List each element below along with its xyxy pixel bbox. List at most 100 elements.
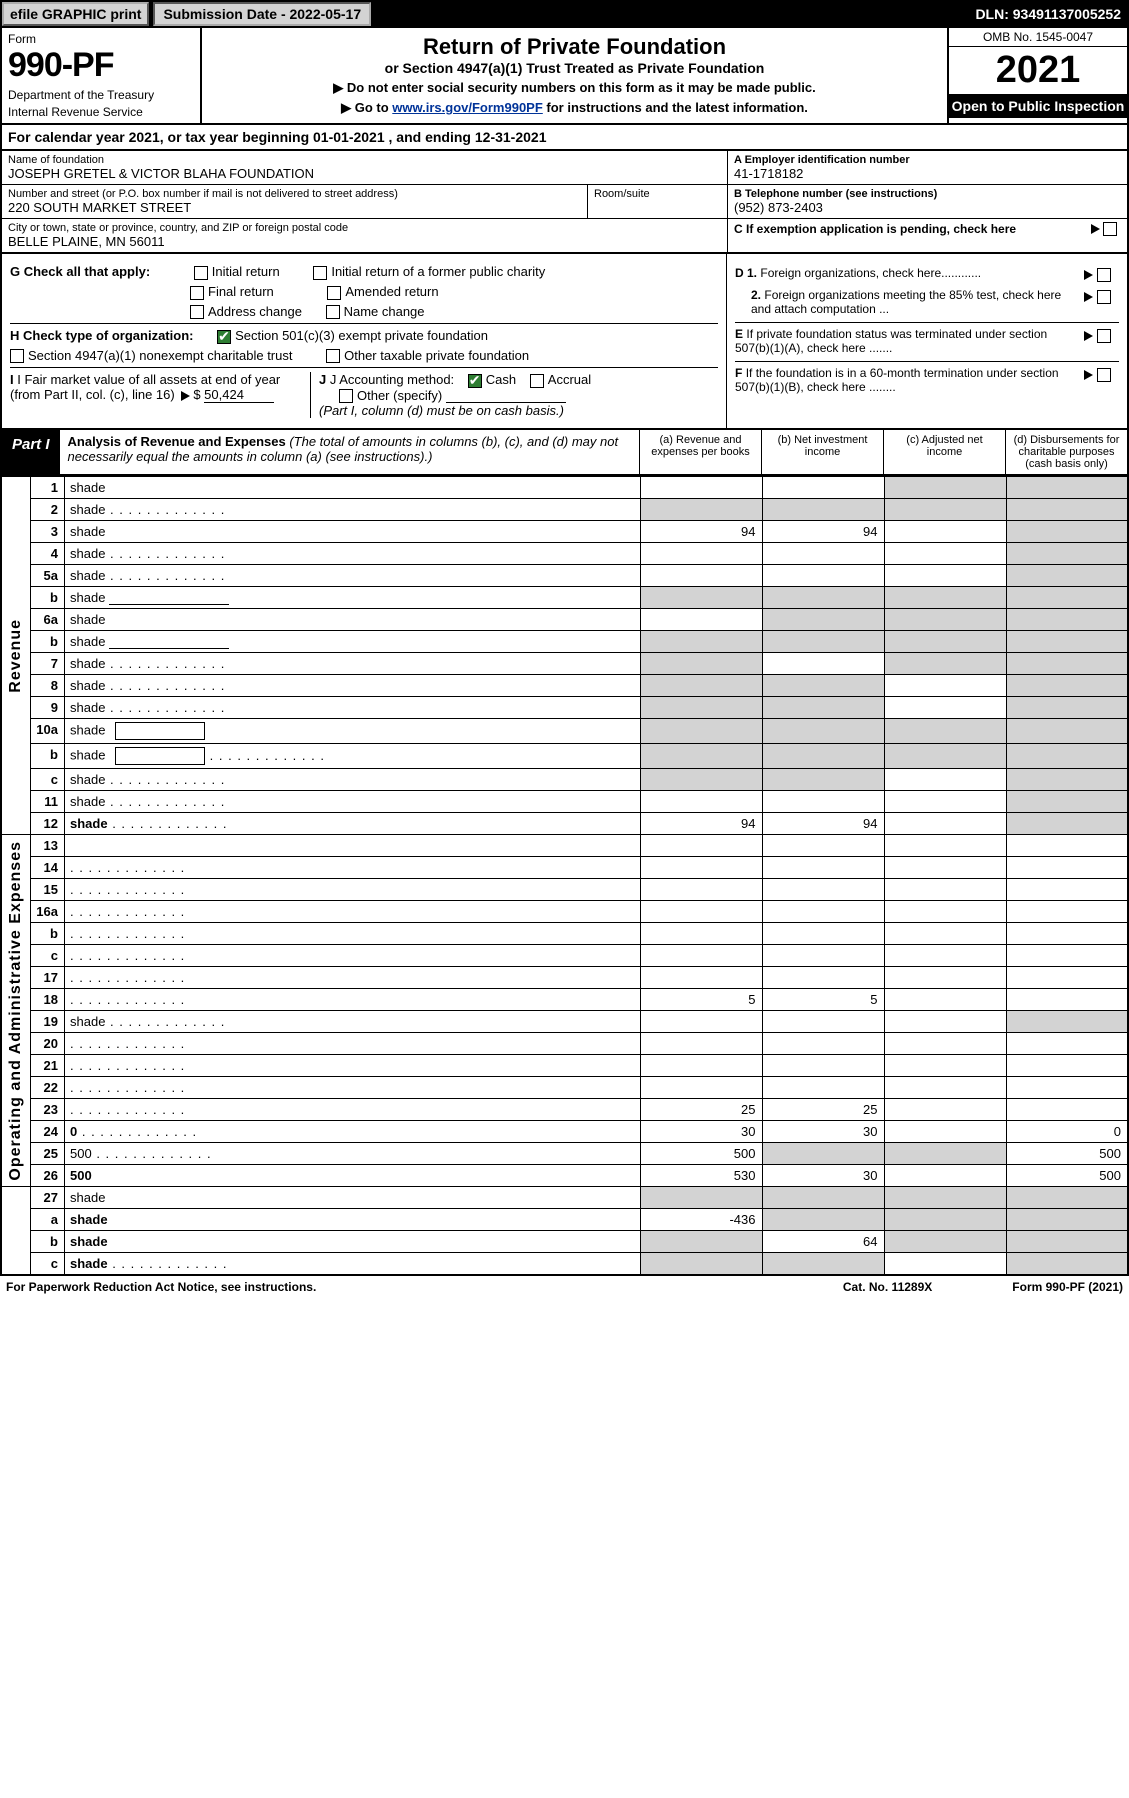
entity-info-block: Name of foundation JOSEPH GRETEL & VICTO… [0,151,1129,254]
irs-link[interactable]: www.irs.gov/Form990PF [392,100,543,115]
amt-cell [640,967,762,989]
amt-cell [884,769,1006,791]
d2-checkbox[interactable] [1097,290,1111,304]
amt-cell [640,543,762,565]
amt-cell [884,813,1006,835]
amt-cell [1006,565,1128,587]
amt-cell [884,923,1006,945]
form-word: Form [8,32,194,46]
table-row: bshade [1,587,1128,609]
arrow-icon [1084,292,1093,302]
amt-cell [884,1055,1006,1077]
table-row: 22 [1,1077,1128,1099]
amt-cell [1006,967,1128,989]
g-amended-checkbox[interactable] [327,286,341,300]
line-num: 25 [31,1143,65,1165]
amt-cell: 500 [640,1143,762,1165]
amt-cell [884,631,1006,653]
line-desc: 500 [65,1143,641,1165]
line-desc: shade [65,1231,641,1253]
form-title: Return of Private Foundation [208,34,941,60]
j-label: J Accounting method: [330,372,454,387]
j-cash: Cash [486,372,516,387]
line-desc: shade [65,1011,641,1033]
amt-cell [884,543,1006,565]
amt-cell: 30 [640,1121,762,1143]
dln-label: DLN: 93491137005252 [975,6,1127,22]
line-desc [65,923,641,945]
ein-val: 41-1718182 [734,166,1121,181]
e-row: E If private foundation status was termi… [735,322,1119,355]
line-num: 13 [31,835,65,857]
j-other-checkbox[interactable] [339,389,353,403]
amt-cell [884,857,1006,879]
checks-left: G Check all that apply: Initial return I… [2,254,727,428]
side-label: Revenue [1,477,31,835]
line-num: 15 [31,879,65,901]
amt-cell [1006,1099,1128,1121]
d2-row: 2. Foreign organizations meeting the 85%… [735,288,1119,316]
f-row: F If the foundation is in a 60-month ter… [735,361,1119,394]
line-num: 1 [31,477,65,499]
line-num: c [31,1253,65,1276]
j-accrual-checkbox[interactable] [530,374,544,388]
line-num: 3 [31,521,65,543]
g-initial-checkbox[interactable] [194,266,208,280]
amt-cell [640,653,762,675]
amt-cell [762,543,884,565]
g-initial-former-checkbox[interactable] [313,266,327,280]
amt-cell [762,675,884,697]
table-row: 25500500500 [1,1143,1128,1165]
amt-cell [762,879,884,901]
amt-cell [640,879,762,901]
amt-cell [1006,1253,1128,1276]
amt-cell [1006,653,1128,675]
line-desc [65,945,641,967]
line-desc [65,857,641,879]
h-other-checkbox[interactable] [326,349,340,363]
page-footer: For Paperwork Reduction Act Notice, see … [0,1276,1129,1298]
amt-cell: 25 [762,1099,884,1121]
j-cash-checkbox[interactable] [468,374,482,388]
g-address-checkbox[interactable] [190,305,204,319]
g-opt-0: Initial return [212,264,280,279]
amt-cell [884,744,1006,769]
efile-print-button[interactable]: efile GRAPHIC print [2,2,149,26]
h-4947-checkbox[interactable] [10,349,24,363]
line-desc: shade [65,791,641,813]
line-desc: shade [65,719,641,744]
amt-cell: 94 [762,813,884,835]
line-num: c [31,945,65,967]
line-desc [65,1055,641,1077]
amt-cell [884,901,1006,923]
d1-checkbox[interactable] [1097,268,1111,282]
h-label: H Check type of organization: [10,328,193,343]
table-row: 2650053030500 [1,1165,1128,1187]
table-row: 4shade [1,543,1128,565]
amt-cell [1006,1055,1128,1077]
line-desc: shade [65,587,641,609]
amt-cell: 94 [640,521,762,543]
d1-row: D 1. Foreign organizations, check here..… [735,266,1119,282]
g-row2: Final return Amended return [10,284,718,300]
part1-title: Analysis of Revenue and Expenses (The to… [60,430,639,474]
amt-cell [884,1033,1006,1055]
amt-cell: 0 [1006,1121,1128,1143]
amt-cell [884,1011,1006,1033]
table-row: 9shade [1,697,1128,719]
g-final-checkbox[interactable] [190,286,204,300]
amt-cell [884,791,1006,813]
amt-cell [1006,813,1128,835]
line-num: b [31,744,65,769]
j-accrual: Accrual [548,372,591,387]
amt-cell [884,521,1006,543]
g-name-checkbox[interactable] [326,305,340,319]
f-checkbox[interactable] [1097,368,1111,382]
h-501c3-checkbox[interactable] [217,330,231,344]
line-num: 23 [31,1099,65,1121]
e-checkbox[interactable] [1097,329,1111,343]
line-desc: shade [65,769,641,791]
amt-cell [762,769,884,791]
city-label: City or town, state or province, country… [8,222,721,234]
exemption-checkbox[interactable] [1103,222,1117,236]
